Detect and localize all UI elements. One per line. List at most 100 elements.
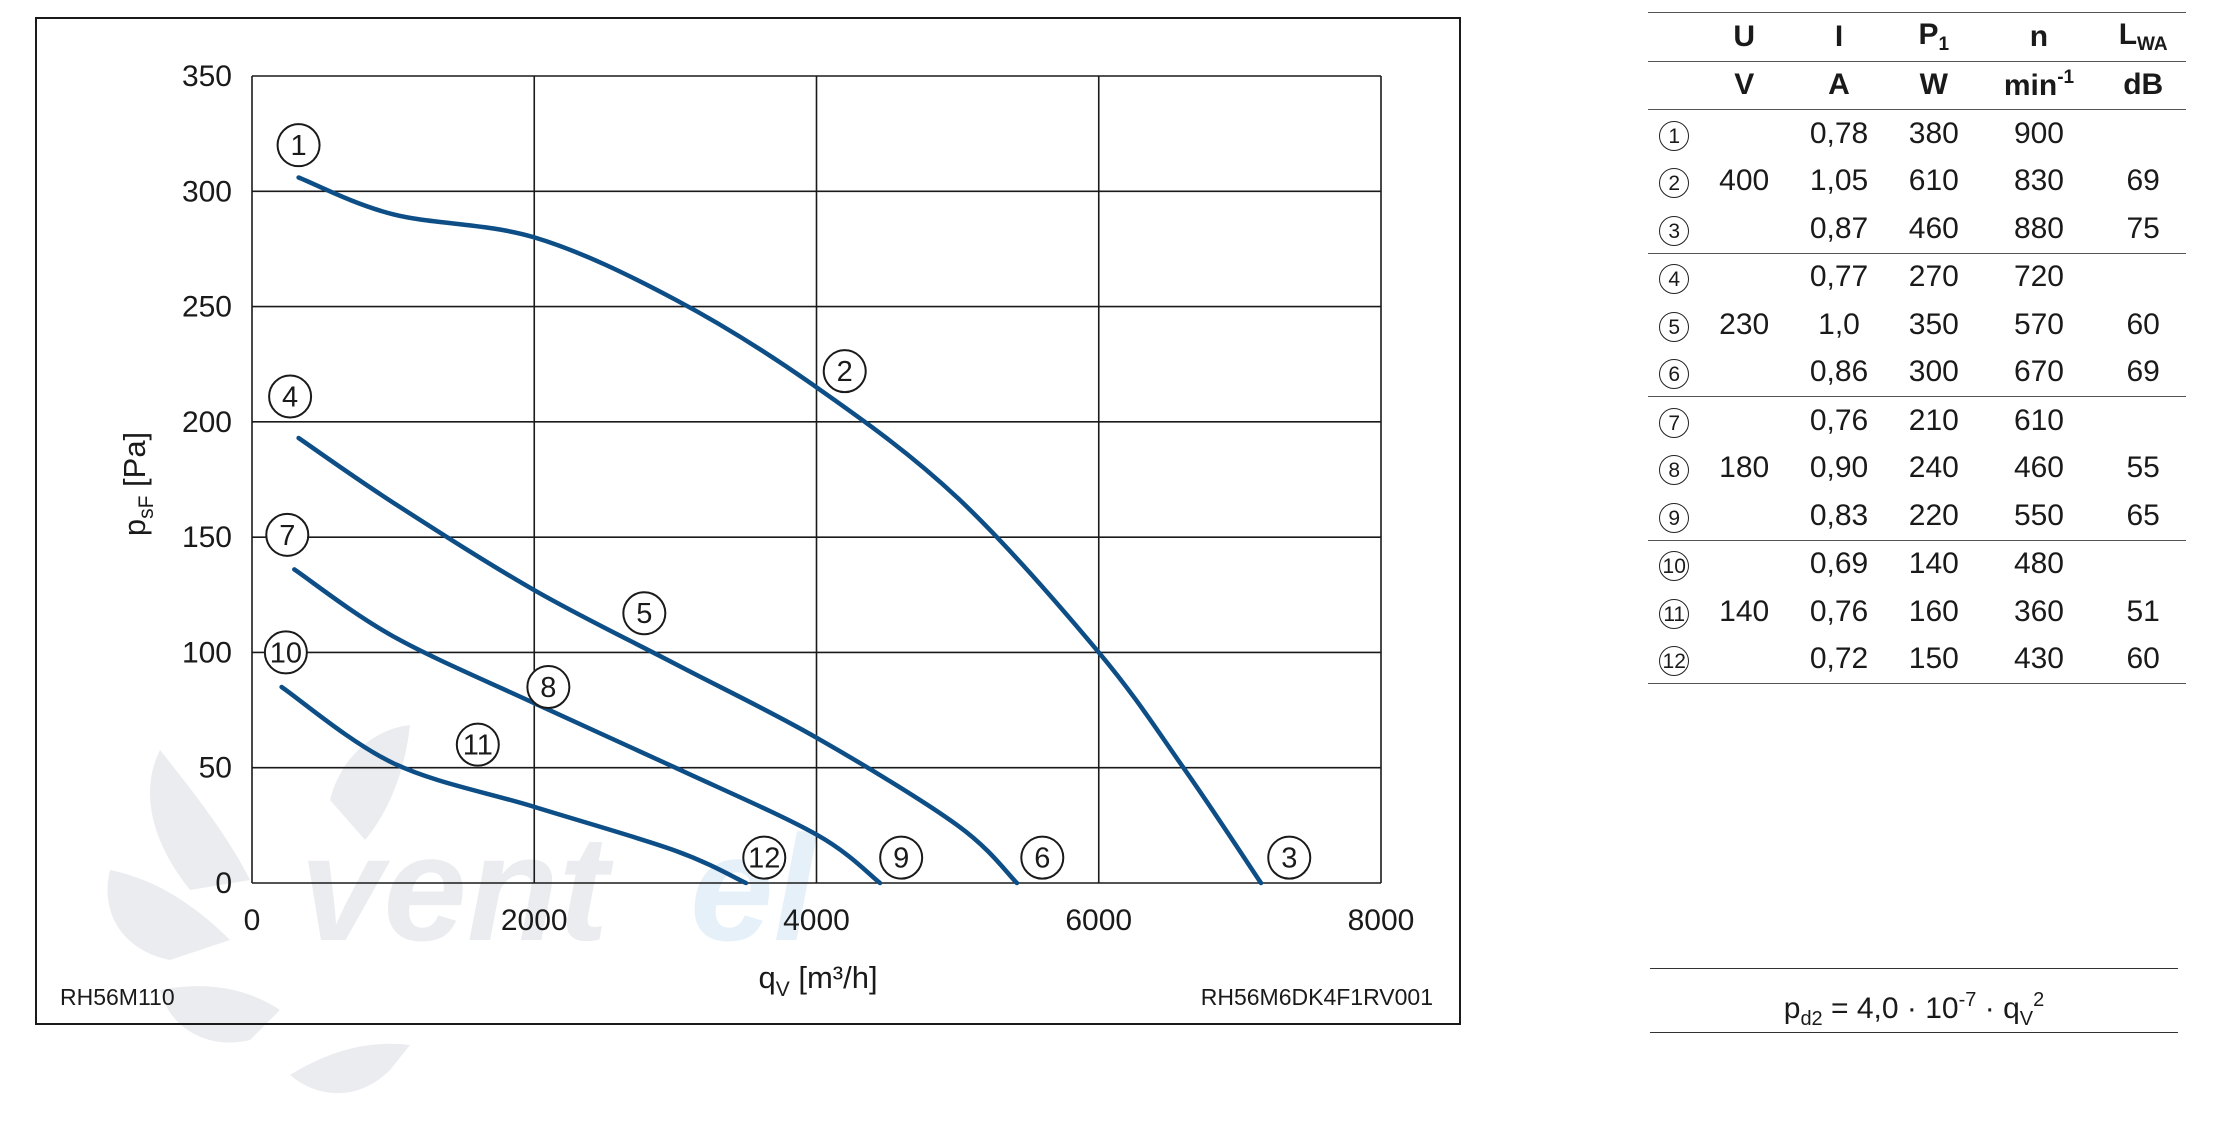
watermark-text: vent bbox=[300, 804, 614, 972]
cell-current: 0,78 bbox=[1787, 109, 1891, 158]
table-row: 2 400 1,05 610 830 69 bbox=[1648, 158, 2186, 206]
row-number: 1 bbox=[1648, 109, 1701, 158]
cell-current: 0,87 bbox=[1809, 211, 1869, 245]
y-tick-label: 100 bbox=[182, 636, 232, 669]
y-tick-label: 250 bbox=[182, 291, 232, 324]
units-spacer bbox=[1648, 60, 1701, 110]
formula-q-sup: 2 bbox=[2033, 989, 2045, 1011]
row-number: 11 bbox=[1648, 588, 1700, 636]
cell-power: 300 bbox=[1908, 355, 1959, 389]
cell-sound-power: 60 bbox=[2100, 635, 2186, 684]
cell-power: 150 bbox=[1890, 635, 1978, 684]
column-unit: V bbox=[1700, 60, 1788, 110]
label-circle bbox=[742, 835, 787, 880]
row-number: 2 bbox=[1648, 158, 1700, 206]
curve-point-label-7: 7 bbox=[265, 512, 310, 557]
cell-voltage: 180 bbox=[1719, 451, 1770, 485]
cell-current: 0,86 bbox=[1809, 355, 1869, 389]
cell-voltage bbox=[1700, 205, 1788, 253]
cell-current: 1,0 bbox=[1818, 307, 1860, 341]
y-tick-label: 300 bbox=[182, 175, 232, 208]
label-circle bbox=[276, 123, 321, 168]
row-number: 6 bbox=[1648, 349, 1700, 397]
cell-speed: 480 bbox=[1977, 539, 2101, 588]
cell-current: 0,69 bbox=[1787, 539, 1891, 588]
column-header: P1 bbox=[1890, 12, 1978, 61]
cell-voltage bbox=[1700, 635, 1788, 684]
y-tick-label: 150 bbox=[182, 521, 232, 554]
row-number: 10 bbox=[1648, 539, 1701, 588]
column-unit: min-1 bbox=[1977, 60, 2101, 110]
cell-voltage bbox=[1700, 349, 1788, 397]
table-row: 9 0,83 220 550 65 bbox=[1648, 492, 2186, 540]
model-code-right: RH56M6DK4F1RV001 bbox=[1201, 984, 1433, 1010]
table-row: 4 0,77 270 720 bbox=[1648, 252, 2186, 301]
header-spacer bbox=[1648, 12, 1701, 61]
cell-sound-power bbox=[2100, 252, 2186, 301]
label-number: 5 bbox=[636, 598, 652, 630]
cell-current: 0,90 bbox=[1809, 451, 1869, 485]
formula-coefficient: = 4,0 · 10 bbox=[1822, 992, 1959, 1025]
curve-point-label-3: 3 bbox=[1267, 835, 1312, 880]
column-header: LWA bbox=[2100, 12, 2186, 61]
table-row: 8 180 0,90 240 460 55 bbox=[1648, 445, 2186, 493]
row-number: 5 bbox=[1648, 301, 1700, 349]
label-number: 8 bbox=[540, 672, 556, 704]
cell-current: 0,76 bbox=[1809, 594, 1869, 628]
y-axis-title: psF [Pa] bbox=[117, 432, 158, 536]
cell-power: 380 bbox=[1890, 109, 1978, 158]
cell-power: 140 bbox=[1890, 539, 1978, 588]
cell-voltage: 230 bbox=[1719, 307, 1770, 341]
cell-current: 0,76 bbox=[1787, 396, 1891, 445]
cell-speed: 550 bbox=[2013, 498, 2064, 532]
cell-power: 220 bbox=[1908, 498, 1959, 532]
cell-speed: 610 bbox=[1977, 396, 2101, 445]
x-tick-label: 2000 bbox=[501, 904, 568, 937]
label-number: 1 bbox=[291, 130, 307, 162]
cell-sound-power bbox=[2100, 109, 2186, 158]
y-tick-label: 350 bbox=[182, 60, 232, 93]
row-number: 8 bbox=[1648, 445, 1700, 493]
cell-power: 210 bbox=[1890, 396, 1978, 445]
column-header: U bbox=[1700, 12, 1788, 61]
cell-speed: 720 bbox=[1977, 252, 2101, 301]
cell-power: 610 bbox=[1908, 164, 1959, 198]
cell-speed: 670 bbox=[2013, 355, 2064, 389]
cell-sound-power: 69 bbox=[2126, 164, 2160, 198]
row-number: 4 bbox=[1648, 252, 1701, 301]
curve-point-label-4: 4 bbox=[268, 374, 313, 419]
formula-lhs-sub: d2 bbox=[1800, 1008, 1823, 1030]
x-tick-label: 0 bbox=[244, 904, 261, 937]
cell-speed: 360 bbox=[2013, 594, 2064, 628]
cell-sound-power: 51 bbox=[2126, 594, 2160, 628]
curve-point-label-9: 9 bbox=[879, 835, 924, 880]
row-number: 3 bbox=[1648, 205, 1700, 253]
performance-curve bbox=[296, 435, 1020, 886]
label-circle bbox=[268, 374, 313, 419]
column-unit: A bbox=[1787, 60, 1891, 110]
watermark-text-accent: el bbox=[690, 804, 818, 972]
label-circle bbox=[263, 630, 308, 675]
cell-voltage bbox=[1700, 492, 1788, 540]
cell-speed: 830 bbox=[2013, 164, 2064, 198]
cell-power: 350 bbox=[1908, 307, 1959, 341]
cell-sound-power: 60 bbox=[2126, 307, 2160, 341]
cell-voltage bbox=[1700, 252, 1788, 301]
label-number: 12 bbox=[748, 843, 780, 875]
formula-q: · q bbox=[1976, 992, 2020, 1025]
curve-point-label-10: 10 bbox=[263, 630, 308, 675]
row-number: 12 bbox=[1648, 635, 1701, 684]
curve-point-label-6: 6 bbox=[1020, 835, 1065, 880]
table-row: 7 0,76 210 610 bbox=[1648, 396, 2186, 445]
label-circle bbox=[455, 722, 500, 767]
cell-voltage: 140 bbox=[1719, 594, 1770, 628]
model-code-left: RH56M110 bbox=[60, 984, 175, 1010]
x-axis-title: qV [m³/h] bbox=[758, 960, 877, 1001]
table-row: 3 0,87 460 880 75 bbox=[1648, 205, 2186, 253]
cell-voltage bbox=[1700, 539, 1788, 588]
table-row: 1 0,78 380 900 bbox=[1648, 109, 2186, 158]
cell-power: 240 bbox=[1908, 451, 1959, 485]
cell-sound-power: 75 bbox=[2126, 211, 2160, 245]
label-number: 7 bbox=[279, 520, 295, 552]
